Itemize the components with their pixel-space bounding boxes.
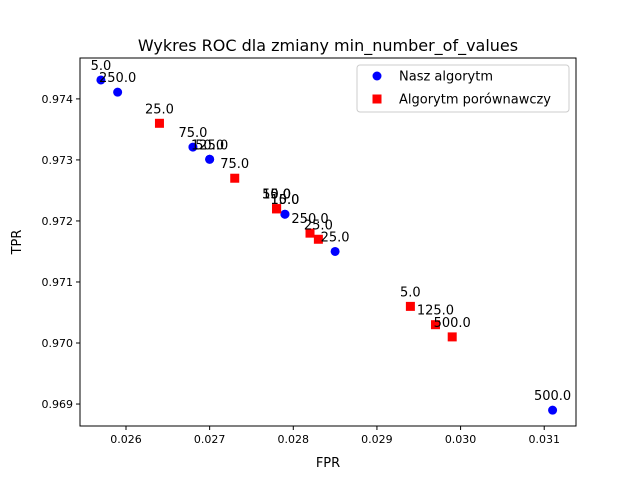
data-point-circle [280,209,290,219]
data-label: 5.0 [91,59,112,74]
data-label: 125.0 [417,304,454,319]
data-point-circle [188,142,198,152]
plot-frame [79,57,577,427]
legend-label-algorytm-porownawczy: Algorytm porównawczy [399,93,551,108]
legend-marker-algorytm-porownawczy [372,94,382,104]
data-label: 250.0 [291,212,328,227]
data-label: 125.0 [191,138,228,153]
data-point-square [430,320,440,330]
data-label: 250.0 [99,71,136,86]
legend-marker-nasz-algorytm [372,71,382,81]
x-tick-label: 0.026 [110,433,142,446]
data-label: 10.0 [262,188,291,203]
data-label: 500.0 [434,316,471,331]
data-label: 500.0 [534,389,571,404]
data-point-square [230,173,240,183]
y-tick-label: 0.970 [42,337,74,350]
data-label: 25.0 [321,230,350,245]
data-points [96,75,558,415]
data-label: 10.0 [270,193,299,208]
data-labels: 5.0250.075.050.0125.015.010.025.0500.025… [91,59,572,404]
data-point-square [447,332,457,342]
data-label: 25.0 [145,102,174,117]
data-label: 15.0 [262,188,291,203]
legend: Nasz algorytm Algorytm porównawczy [356,64,570,113]
data-point-circle [205,154,215,164]
x-tick-label: 0.029 [361,433,393,446]
data-label: 75.0 [178,126,207,141]
y-tick-label: 0.974 [42,93,74,106]
data-label: 5.0 [400,285,421,300]
data-point-square [405,301,415,311]
y-tick-label: 0.971 [42,276,74,289]
x-axis: 0.026 0.027 0.028 0.029 0.030 0.031 [110,426,560,446]
data-label: 25.0 [304,218,333,233]
data-point-circle [330,246,340,256]
data-point-circle [548,405,558,415]
y-tick-label: 0.969 [42,398,74,411]
chart-title: Wykres ROC dla zmiany min_number_of_valu… [138,36,518,56]
data-point-square [313,234,323,244]
x-tick-label: 0.028 [278,433,310,446]
y-axis: 0.969 0.970 0.971 0.972 0.973 0.974 [42,93,80,411]
data-label: 75.0 [220,157,249,172]
x-tick-label: 0.031 [528,433,560,446]
data-point-circle [113,87,123,97]
data-label: 50.0 [195,138,224,153]
data-point-square [305,228,315,238]
data-label: 15.0 [270,193,299,208]
x-tick-label: 0.027 [194,433,226,446]
data-point-square [272,204,282,214]
y-axis-label: TPR [10,230,25,256]
x-axis-label: FPR [316,456,340,471]
data-label: 50.0 [262,188,291,203]
data-point-square [154,118,164,128]
x-tick-label: 0.030 [445,433,477,446]
y-tick-label: 0.973 [42,154,74,167]
data-point-circle [96,75,106,85]
y-tick-label: 0.972 [42,215,74,228]
legend-box [356,64,570,113]
legend-label-nasz-algorytm: Nasz algorytm [399,70,493,85]
